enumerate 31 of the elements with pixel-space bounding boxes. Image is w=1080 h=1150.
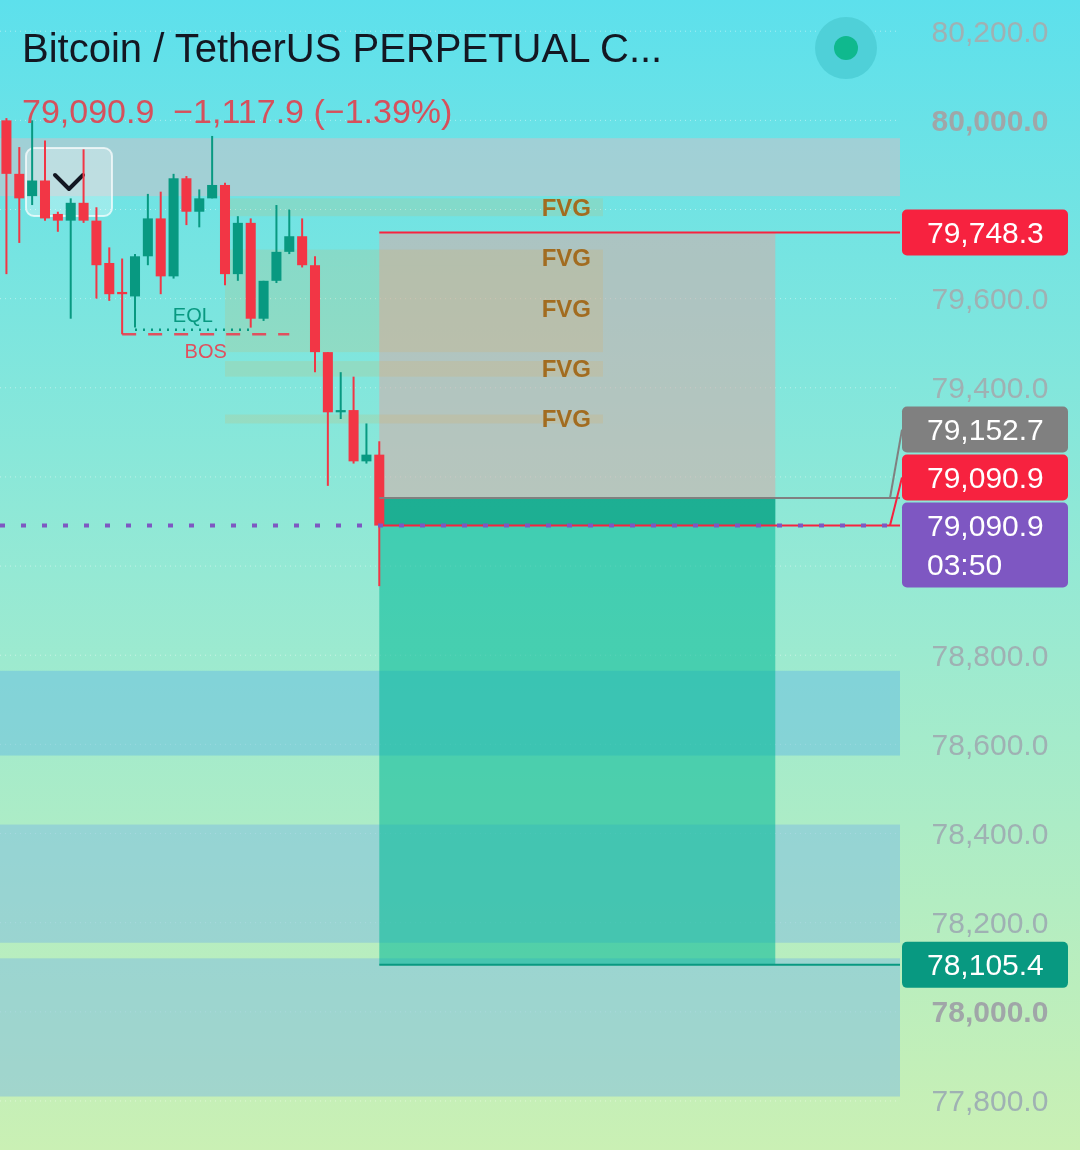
text: Bitcoin / TetherUS PERPETUAL C... xyxy=(22,26,663,70)
series-label: EQL xyxy=(172,303,213,326)
y-tick-label: 80,200.0 xyxy=(931,14,1049,48)
candlestick xyxy=(78,148,89,224)
candlestick xyxy=(194,188,205,229)
candlestick xyxy=(207,134,218,200)
y-tick-label: 80,000.0 xyxy=(931,103,1049,137)
ref-line-label: 79,090.9 03:50 xyxy=(927,509,1044,582)
band-label: FVG xyxy=(541,193,591,221)
candlestick xyxy=(335,371,346,420)
candlestick xyxy=(65,197,76,320)
y-tick-label: 78,400.0 xyxy=(931,817,1049,851)
y-tick-label: 78,800.0 xyxy=(931,638,1049,672)
candlestick xyxy=(361,422,372,465)
candlestick xyxy=(52,210,63,233)
y-tick-label: 78,600.0 xyxy=(931,727,1049,761)
ref-line-label: 79,748.3 xyxy=(927,216,1044,250)
y-tick-label: 77,800.0 xyxy=(931,1084,1049,1118)
text: 79,090.9 −1,117.9 (−1.39%) xyxy=(22,92,453,130)
band-label: FVG xyxy=(541,243,591,271)
ref-line-label: 79,152.7 xyxy=(927,413,1044,447)
ref-line-label: 79,090.9 xyxy=(927,461,1044,495)
y-tick-label: 78,200.0 xyxy=(931,906,1049,940)
band-label: FVG xyxy=(541,295,591,323)
y-tick-label: 78,000.0 xyxy=(931,995,1049,1029)
ref-line-label: 78,105.4 xyxy=(927,948,1044,982)
band-label: FVG xyxy=(541,355,591,383)
candlestick xyxy=(284,208,295,256)
series-label: BOS xyxy=(184,340,227,363)
candlestick xyxy=(117,257,128,336)
band-label: FVG xyxy=(541,405,591,433)
